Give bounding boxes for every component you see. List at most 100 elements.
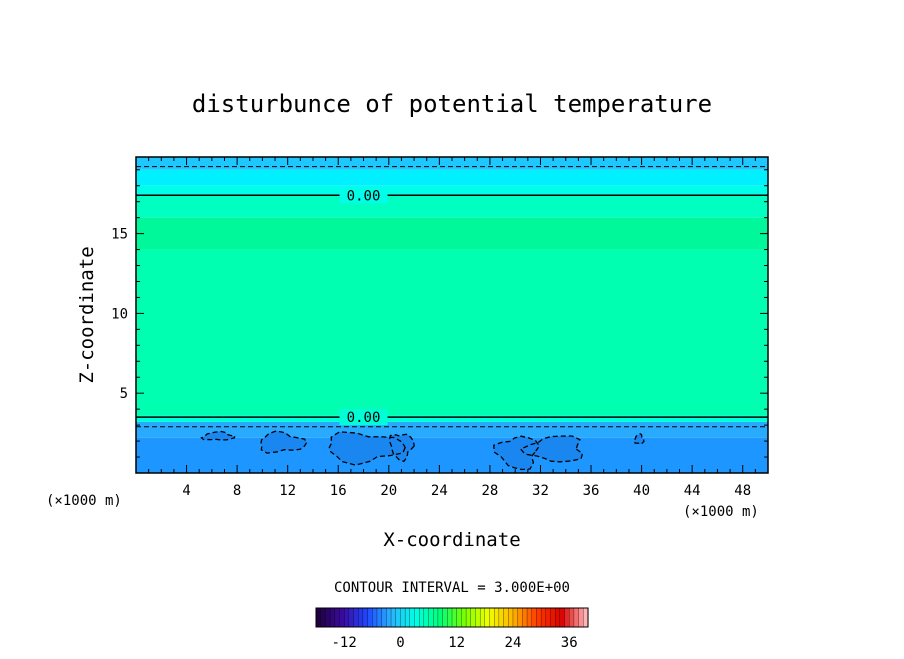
negative-contour-6	[633, 433, 645, 445]
colorbar-cell	[372, 607, 378, 628]
colorbar: -12 0 12 24 36	[315, 607, 589, 651]
colorbar-cell	[456, 607, 462, 628]
colorbar-cell	[550, 607, 556, 628]
colorbar-cell	[334, 607, 340, 628]
negative-contour-1	[260, 430, 308, 454]
colorbar-cell	[540, 607, 547, 628]
colorbar-tick-label: 36	[561, 635, 578, 651]
colorbar-cell	[329, 607, 336, 628]
field-layer-3	[136, 249, 768, 416]
colorbar-cell	[555, 607, 561, 628]
x-tick-label: 40	[633, 483, 650, 499]
field-layer-6	[136, 185, 768, 196]
contour-label-0: 0.00	[347, 188, 381, 204]
colorbar-cell	[419, 607, 425, 628]
colorbar-cell	[461, 607, 467, 628]
contour-interval: CONTOUR INTERVAL = 3.000E+00	[334, 580, 570, 596]
colorbar-cell	[376, 607, 383, 628]
colorbar-cell	[358, 607, 364, 628]
x-tick-label: 36	[583, 483, 600, 499]
contour-label-bg-1	[339, 409, 388, 426]
colorbar-tick-label: -12	[331, 635, 356, 651]
x-tick-label: 44	[684, 483, 701, 499]
colorbar-cell	[573, 607, 580, 628]
colorbar-cell	[442, 607, 448, 628]
colorbar-cell	[522, 607, 528, 628]
colorbar-cell	[498, 607, 505, 628]
x-axis-label: X-coordinate	[383, 529, 520, 551]
x-axis-unit: (×1000 m)	[683, 504, 759, 520]
x-tick-label: 4	[182, 483, 190, 499]
colorbar-cell	[465, 607, 472, 628]
chart-title: disturbunce of potential temperature	[192, 90, 712, 118]
colorbar-cell	[484, 607, 491, 628]
colorbar-frame	[315, 607, 589, 628]
x-tick-label: 48	[734, 483, 751, 499]
field-layer-5	[136, 195, 768, 218]
colorbar-cell	[320, 607, 326, 628]
field-layer-4	[136, 217, 768, 250]
y-axis-unit: (×1000 m)	[46, 493, 122, 509]
colorbar-cell	[386, 607, 392, 628]
negative-contour-2	[328, 431, 406, 466]
colorbar-cell	[367, 607, 373, 628]
x-tick-label: 28	[481, 483, 498, 499]
negative-contour-0	[200, 430, 236, 441]
negative-contour-5	[519, 435, 584, 463]
colorbar-cell	[512, 607, 519, 628]
field-layer-2	[136, 415, 768, 422]
x-tick-label: 32	[532, 483, 549, 499]
negative-contour-3	[388, 433, 415, 463]
colorbar-tick-label: 24	[505, 635, 522, 651]
colorbar-tick-label: 0	[396, 635, 404, 651]
colorbar-tick-label: 12	[448, 635, 465, 651]
field-layer-1	[136, 421, 768, 438]
x-tick-label: 20	[380, 483, 397, 499]
colorbar-cell	[414, 607, 420, 628]
colorbar-cell	[503, 607, 509, 628]
x-tick-label: 12	[279, 483, 296, 499]
colorbar-cell	[381, 607, 387, 628]
contour-lines	[136, 166, 768, 471]
field-layer-7	[136, 169, 768, 186]
y-tick-label: 15	[111, 227, 128, 243]
y-tick-label: 5	[120, 386, 128, 402]
colorbar-cell	[362, 607, 369, 628]
colorbar-cell	[447, 607, 453, 628]
contour-label-bg-0	[339, 187, 388, 204]
colorbar-cell	[545, 607, 552, 628]
colorbar-cell	[475, 607, 481, 628]
contour-label-1: 0.00	[347, 410, 381, 426]
colorbar-cell	[395, 607, 401, 628]
colorbar-cell	[353, 607, 359, 628]
colorbar-cell	[428, 607, 434, 628]
colorbar-cell	[569, 607, 575, 628]
y-tick-label: 10	[111, 306, 128, 322]
x-tick-label: 16	[330, 483, 347, 499]
colorbar-cell	[325, 607, 331, 628]
y-axis: 5 10 15	[111, 169, 768, 458]
colorbar-cell	[494, 607, 500, 628]
plot-area	[136, 157, 768, 473]
colorbar-cell	[536, 607, 542, 628]
colorbar-cell	[390, 607, 397, 628]
x-axis: 4 8 12 16 20 24 28 32 36 40 44 48	[148, 157, 756, 499]
x-tick-label: 24	[431, 483, 448, 499]
colorbar-cell	[470, 607, 476, 628]
colorbar-cell	[433, 607, 439, 628]
x-tick-label: 8	[233, 483, 241, 499]
colorbar-cell	[564, 607, 570, 628]
colorbar-cell	[517, 607, 523, 628]
colorbar-cell	[479, 607, 486, 628]
colorbar-cell	[531, 607, 537, 628]
colorbar-cell	[343, 607, 350, 628]
colorbar-cell	[559, 607, 566, 628]
colorbar-cell	[400, 607, 406, 628]
colorbar-cell	[339, 607, 345, 628]
colorbar-cell	[348, 607, 355, 628]
colorbar-cell	[578, 607, 584, 628]
y-axis-label: Z-coordinate	[76, 246, 98, 383]
colorbar-cell	[404, 607, 411, 628]
negative-contour-4	[492, 435, 541, 471]
colorbar-cell	[489, 607, 495, 628]
